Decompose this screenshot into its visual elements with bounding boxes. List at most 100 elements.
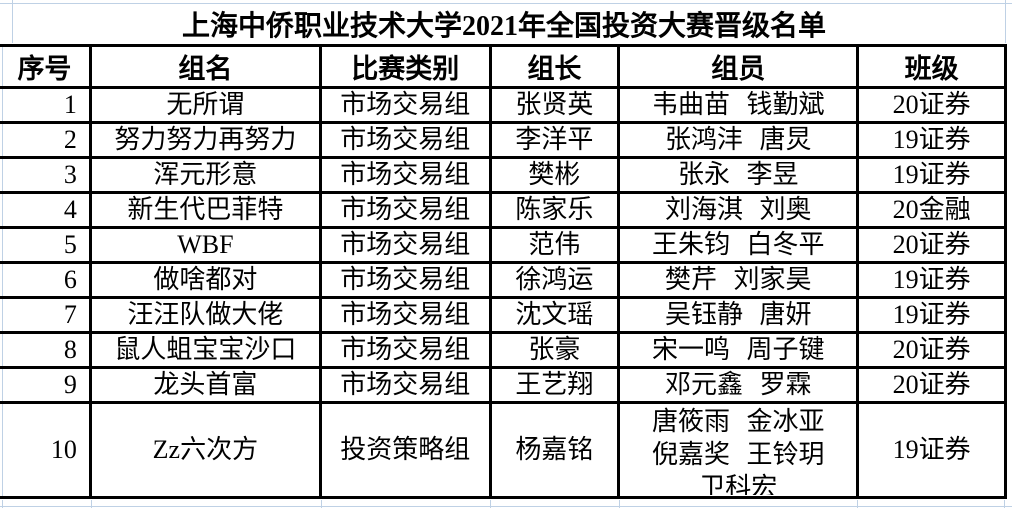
cell-no[interactable]: 4 [0, 191, 92, 229]
cell-group-name[interactable]: 浑元形意 [88, 156, 322, 194]
table-row: 2 努力努力再努力 市场交易组 李洋平 张鸿沣 唐炅 19证券 [0, 121, 1007, 159]
sheet-gridline [857, 500, 858, 508]
cell-no[interactable]: 8 [0, 331, 92, 369]
cell-no[interactable]: 5 [0, 226, 92, 264]
cell-leader[interactable]: 樊彬 [488, 156, 621, 194]
cell-class[interactable]: 20证券 [856, 226, 1007, 264]
sheet-gridline [12, 0, 13, 43]
members-text: 张鸿沣 唐炅 [664, 125, 812, 155]
cell-group-name[interactable]: Zz六次方 [88, 401, 322, 499]
table-row: 7 汪汪队做大佬 市场交易组 沈文瑶 吴钰静 唐妍 19证券 [0, 296, 1007, 334]
cell-no[interactable]: 3 [0, 156, 92, 194]
cell-class[interactable]: 19证券 [856, 261, 1007, 299]
cell-class[interactable]: 20金融 [856, 191, 1007, 229]
members-text: 邓元鑫 罗霖 [664, 370, 812, 400]
cell-class[interactable]: 20证券 [856, 366, 1007, 404]
header-cell-no[interactable]: 序号 [0, 44, 92, 89]
members-text: 唐筱雨 金冰亚 倪嘉奖 王铃玥 卫科宏 [651, 407, 825, 495]
cell-members[interactable]: 唐筱雨 金冰亚 倪嘉奖 王铃玥 卫科宏 [617, 401, 860, 499]
table-row: 1 无所谓 市场交易组 张贤英 韦曲苗 钱勤斌 20证券 [0, 86, 1007, 124]
cell-no[interactable]: 7 [0, 296, 92, 334]
cell-members[interactable]: 韦曲苗 钱勤斌 [617, 86, 860, 124]
sheet-gridline [321, 500, 322, 508]
cell-category[interactable]: 市场交易组 [318, 296, 492, 334]
roster-table: 序号 组名 比赛类别 组长 组员 班级 1 无所谓 市场交易组 张贤英 韦曲苗 钱勤斌 20证券 2 努… [0, 44, 1007, 499]
cell-members[interactable]: 宋一鸣 周子键 [617, 331, 860, 369]
members-text: 樊芹 刘家昊 [664, 265, 812, 295]
cell-group-name[interactable]: 努力努力再努力 [88, 121, 322, 159]
header-cell-class[interactable]: 班级 [856, 44, 1007, 89]
table-row: 5 WBF 市场交易组 范伟 王朱钧 白冬平 20证券 [0, 226, 1007, 264]
cell-members[interactable]: 张永 李昱 [617, 156, 860, 194]
cell-leader[interactable]: 陈家乐 [488, 191, 621, 229]
sheet-gridline [619, 500, 620, 508]
cell-no[interactable]: 1 [0, 86, 92, 124]
members-text: 韦曲苗 钱勤斌 [651, 90, 825, 120]
cell-no[interactable]: 6 [0, 261, 92, 299]
sheet-gridline [0, 3, 1012, 4]
cell-leader[interactable]: 王艺翔 [488, 366, 621, 404]
cell-group-name[interactable]: WBF [88, 226, 322, 264]
members-text: 宋一鸣 周子键 [651, 335, 825, 365]
cell-group-name[interactable]: 龙头首富 [88, 366, 322, 404]
sheet-gridline [1005, 0, 1006, 43]
cell-category[interactable]: 市场交易组 [318, 156, 492, 194]
table-header-row: 序号 组名 比赛类别 组长 组员 班级 [0, 44, 1007, 89]
sheet-gridline [490, 500, 491, 508]
cell-group-name[interactable]: 无所谓 [88, 86, 322, 124]
sheet-title-cell[interactable]: 上海中侨职业技术大学2021年全国投资大赛晋级名单 [181, 10, 826, 42]
cell-members[interactable]: 张鸿沣 唐炅 [617, 121, 860, 159]
cell-group-name[interactable]: 鼠人蛆宝宝沙口 [88, 331, 322, 369]
table-row: 6 做啥都对 市场交易组 徐鸿运 樊芹 刘家昊 19证券 [0, 261, 1007, 299]
cell-leader[interactable]: 张豪 [488, 331, 621, 369]
table-row: 9 龙头首富 市场交易组 王艺翔 邓元鑫 罗霖 20证券 [0, 366, 1007, 404]
cell-leader[interactable]: 张贤英 [488, 86, 621, 124]
cell-members[interactable]: 樊芹 刘家昊 [617, 261, 860, 299]
cell-class[interactable]: 19证券 [856, 296, 1007, 334]
cell-group-name[interactable]: 做啥都对 [88, 261, 322, 299]
table-row: 4 新生代巴菲特 市场交易组 陈家乐 刘海淇 刘奥 20金融 [0, 191, 1007, 229]
cell-leader[interactable]: 沈文瑶 [488, 296, 621, 334]
cell-category[interactable]: 市场交易组 [318, 261, 492, 299]
cell-class[interactable]: 19证券 [856, 121, 1007, 159]
cell-category[interactable]: 市场交易组 [318, 121, 492, 159]
cell-category[interactable]: 市场交易组 [318, 191, 492, 229]
cell-category[interactable]: 市场交易组 [318, 331, 492, 369]
header-cell-members[interactable]: 组员 [617, 44, 860, 89]
cell-category[interactable]: 投资策略组 [318, 401, 492, 499]
cell-category[interactable]: 市场交易组 [318, 366, 492, 404]
cell-leader[interactable]: 李洋平 [488, 121, 621, 159]
members-text: 吴钰静 唐妍 [664, 300, 812, 330]
cell-no[interactable]: 2 [0, 121, 92, 159]
table-row: 8 鼠人蛆宝宝沙口 市场交易组 张豪 宋一鸣 周子键 20证券 [0, 331, 1007, 369]
header-cell-leader[interactable]: 组长 [488, 44, 621, 89]
header-cell-category[interactable]: 比赛类别 [318, 44, 492, 89]
cell-leader[interactable]: 范伟 [488, 226, 621, 264]
cell-members[interactable]: 刘海淇 刘奥 [617, 191, 860, 229]
cell-class[interactable]: 19证券 [856, 401, 1007, 499]
members-text: 张永 李昱 [677, 160, 799, 190]
sheet-gridline [2, 500, 3, 508]
cell-members[interactable]: 邓元鑫 罗霖 [617, 366, 860, 404]
cell-category[interactable]: 市场交易组 [318, 226, 492, 264]
sheet-gridline [0, 506, 1012, 507]
cell-no[interactable]: 10 [0, 401, 92, 499]
cell-leader[interactable]: 杨嘉铭 [488, 401, 621, 499]
cell-no[interactable]: 9 [0, 366, 92, 404]
cell-class[interactable]: 20证券 [856, 331, 1007, 369]
cell-group-name[interactable]: 新生代巴菲特 [88, 191, 322, 229]
members-text: 刘海淇 刘奥 [664, 195, 812, 225]
header-cell-group-name[interactable]: 组名 [88, 44, 322, 89]
members-text: 王朱钧 白冬平 [651, 230, 825, 260]
cell-leader[interactable]: 徐鸿运 [488, 261, 621, 299]
table-row: 3 浑元形意 市场交易组 樊彬 张永 李昱 19证券 [0, 156, 1007, 194]
cell-class[interactable]: 20证券 [856, 86, 1007, 124]
cell-members[interactable]: 吴钰静 唐妍 [617, 296, 860, 334]
sheet-gridline [1004, 500, 1005, 508]
cell-group-name[interactable]: 汪汪队做大佬 [88, 296, 322, 334]
cell-category[interactable]: 市场交易组 [318, 86, 492, 124]
cell-class[interactable]: 19证券 [856, 156, 1007, 194]
table-row: 10 Zz六次方 投资策略组 杨嘉铭 唐筱雨 金冰亚 倪嘉奖 王铃玥 卫科宏 19证券 [0, 401, 1007, 499]
cell-members[interactable]: 王朱钧 白冬平 [617, 226, 860, 264]
